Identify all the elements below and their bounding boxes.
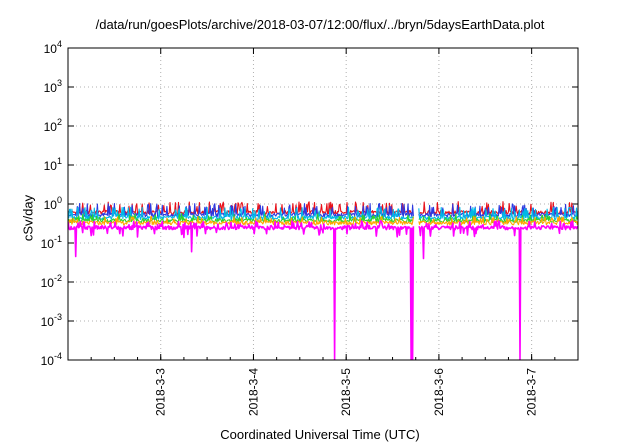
series-line: [68, 202, 578, 218]
x-tick-label: 2018-3-4: [246, 368, 260, 416]
x-tick-label: 2018-3-7: [525, 368, 539, 416]
y-tick-label: 10-3: [41, 312, 62, 329]
y-tick-label: 10-2: [41, 273, 62, 290]
series-line: [68, 215, 578, 226]
y-tick-label: 102: [44, 117, 62, 134]
x-axis-label: Coordinated Universal Time (UTC): [220, 427, 420, 442]
series-group: [68, 201, 578, 360]
plot-frame: [67, 47, 579, 361]
y-tick-label: 103: [44, 78, 62, 95]
x-tick-label: 2018-3-6: [432, 368, 446, 416]
y-tick-label: 100: [44, 195, 62, 212]
chart-title: /data/run/goesPlots/archive/2018-03-07/1…: [95, 17, 545, 32]
x-tick-label: 2018-3-3: [154, 368, 168, 416]
x-tick-label: 2018-3-5: [339, 368, 353, 416]
y-tick-label: 10-1: [41, 234, 62, 251]
y-tick-label: 101: [44, 156, 62, 173]
y-tick-label: 10-4: [41, 351, 62, 368]
y-tick-label: 104: [44, 39, 62, 56]
y-axis-label: cSv/day: [20, 194, 36, 242]
series-line: [68, 220, 578, 360]
